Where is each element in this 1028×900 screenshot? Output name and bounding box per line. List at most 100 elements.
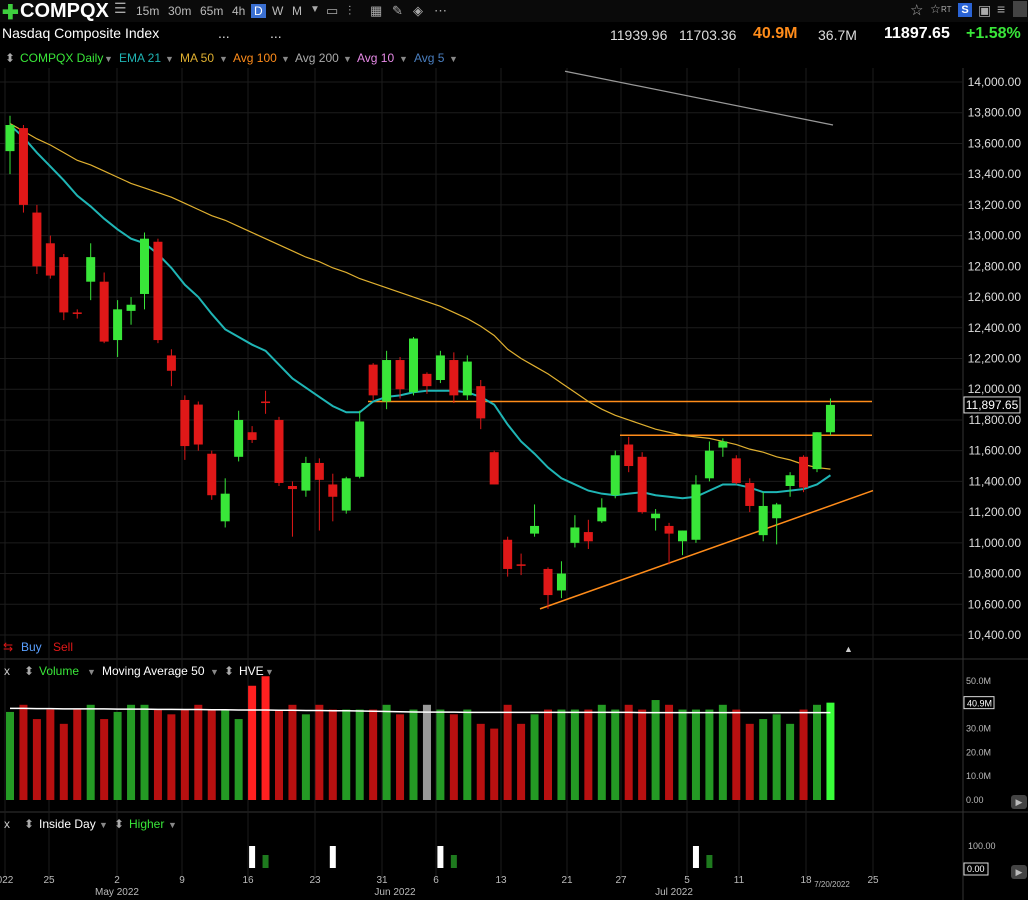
timeframe-w[interactable]: W (272, 4, 284, 18)
timeframe-d[interactable]: D (251, 4, 266, 18)
volume-bar (665, 704, 674, 800)
chevron-down-icon[interactable]: ▼ (265, 667, 274, 677)
scroll-right-icon[interactable]: ▶ (1011, 795, 1027, 809)
legend-avg100[interactable]: Avg 100 (233, 51, 277, 65)
volume-close[interactable]: x (4, 664, 10, 678)
price-tick-label: 10,800.00 (968, 567, 1022, 581)
volume-bar (194, 704, 203, 800)
candle-body (287, 485, 297, 490)
volume-bar (180, 709, 189, 800)
candle-body (704, 450, 714, 479)
candle-body (610, 455, 620, 496)
chevron-down-icon[interactable]: ▼ (219, 54, 228, 64)
updown-icon[interactable]: ⬍ (224, 664, 235, 678)
rt-icon[interactable]: RT (941, 5, 952, 14)
volume-label[interactable]: Volume (39, 664, 80, 678)
volume-bar (46, 709, 55, 800)
candle-body (570, 527, 580, 543)
volume-bar (718, 704, 727, 800)
date-label: 25 (867, 875, 879, 886)
menu-icon[interactable]: ≡ (997, 1, 1006, 17)
legend-ma50[interactable]: MA 50 (180, 51, 215, 65)
symbol-title[interactable]: COMPQX (20, 0, 109, 22)
legend-avg200[interactable]: Avg 200 (295, 51, 339, 65)
chevron-down-icon[interactable]: ▼ (343, 54, 352, 64)
volume-bar (100, 719, 109, 800)
volume-bar (799, 709, 808, 800)
share-icon[interactable]: ⋯ (434, 3, 447, 18)
updown-icon[interactable]: ⬍ (24, 664, 35, 678)
chevron-down-icon[interactable]: ▼ (87, 667, 96, 677)
legend-series[interactable]: COMPQX Daily (20, 51, 104, 65)
timeframe-30m[interactable]: 30m (168, 4, 192, 18)
date-label: 022 (0, 875, 14, 886)
volume-current-label: 40.9M (967, 699, 992, 709)
price-tick-label: 11,400.00 (969, 474, 1022, 488)
tc-icon[interactable]: ▭ (326, 3, 339, 18)
candle-body (140, 238, 149, 294)
star-icon[interactable]: ☆ (910, 2, 924, 19)
collapse-icon[interactable]: ▲ (844, 644, 853, 654)
volume-bar (221, 709, 230, 800)
chevron-down-icon[interactable]: ▼ (281, 54, 290, 64)
chevron-down-icon[interactable]: ▼ (449, 54, 458, 64)
date-label: 16 (242, 875, 254, 886)
buy-sell-icon[interactable]: ⇆ (3, 640, 14, 654)
inside-close[interactable]: x (4, 817, 10, 831)
plus-icon[interactable]: ✚ (2, 2, 19, 24)
candle-body (193, 404, 203, 445)
chevron-down-icon[interactable]: ▼ (165, 54, 174, 64)
chevron-down-icon[interactable]: ▼ (310, 4, 320, 15)
save-icon[interactable]: ▣ (978, 2, 992, 18)
volume-ma-label[interactable]: Moving Average 50 (102, 664, 205, 678)
volume-bar (705, 709, 714, 800)
timeframe-65m[interactable]: 65m (200, 4, 224, 18)
timeframe-m[interactable]: M (292, 4, 302, 18)
timeframe-15m[interactable]: 15m (136, 4, 160, 18)
scroll-right-icon[interactable]: ▶ (1011, 865, 1027, 879)
candle-body (731, 458, 741, 483)
updown-icon[interactable]: ⬍ (114, 817, 125, 831)
alert-icon[interactable]: ☆ (930, 2, 941, 16)
sell-button[interactable]: Sell (53, 640, 74, 654)
chevron-down-icon[interactable]: ▼ (210, 667, 219, 677)
candle-body (126, 304, 136, 311)
date-label: Jun 2022 (374, 887, 416, 898)
date-label: 5 (684, 875, 690, 886)
price-tick-label: 13,000.00 (968, 229, 1022, 243)
volume-bar (732, 709, 741, 800)
volume-bar (772, 714, 781, 800)
buy-button[interactable]: Buy (21, 640, 42, 654)
date-label: Jul 2022 (655, 887, 693, 898)
chevron-down-icon[interactable]: ▼ (399, 54, 408, 64)
updown-icon[interactable]: ⬍ (5, 51, 16, 65)
calculator-icon[interactable]: ▦ (370, 3, 383, 18)
layers-icon[interactable]: ◈ (413, 3, 423, 18)
volume-bar (59, 723, 68, 800)
inside-day-label[interactable]: Inside Day (39, 817, 96, 831)
volume-bar (584, 709, 593, 800)
inside-day-bar (450, 855, 457, 868)
candle-body (637, 456, 647, 513)
volume-bar (786, 723, 795, 800)
candle-body (314, 462, 324, 480)
higher-label[interactable]: Higher (129, 817, 165, 831)
updown-icon[interactable]: ⬍ (24, 817, 35, 831)
legend-avg5[interactable]: Avg 5 (414, 51, 445, 65)
hve-label[interactable]: HVE (239, 664, 264, 678)
list-icon[interactable]: ☰ (114, 0, 127, 16)
legend-avg10[interactable]: Avg 10 (357, 51, 395, 65)
chevron-down-icon[interactable]: ▼ (104, 54, 113, 64)
timeframe-4h[interactable]: 4h (232, 4, 246, 18)
bars-icon[interactable]: ⫶ (348, 3, 352, 18)
legend-ema[interactable]: EMA 21 (119, 51, 162, 65)
date-label: 21 (561, 875, 573, 886)
volume-bar (813, 704, 821, 800)
pencil-icon[interactable]: ✎ (392, 3, 403, 18)
grid-icon[interactable] (1013, 1, 1027, 17)
chevron-down-icon[interactable]: ▼ (168, 820, 177, 830)
candle-body (624, 444, 634, 467)
s-icon[interactable]: S (958, 3, 972, 17)
chevron-down-icon[interactable]: ▼ (99, 820, 108, 830)
